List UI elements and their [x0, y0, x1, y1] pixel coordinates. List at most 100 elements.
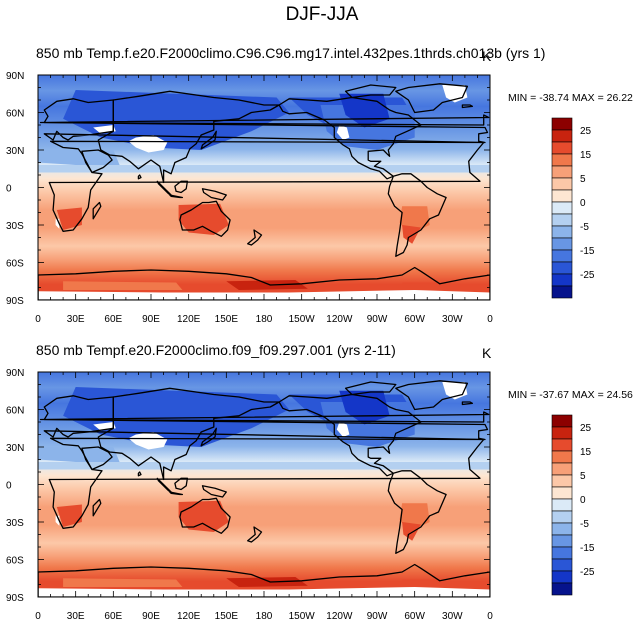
warm-anomaly-region — [56, 207, 82, 230]
colorbar-swatch — [551, 201, 573, 215]
colorbar-label: -15 — [580, 543, 595, 554]
colorbar-swatch — [551, 582, 573, 596]
lon-tick-label: 60W — [404, 314, 425, 325]
min-max-label: MIN = -38.74 MAX = 26.22 — [508, 92, 633, 104]
colorbar-swatch — [551, 117, 573, 131]
lon-tick-label: 0 — [35, 314, 41, 325]
warm-anomaly-region — [63, 578, 183, 587]
coastline-africa — [48, 437, 485, 529]
colorbar-swatch — [551, 558, 573, 572]
colorbar-label: 5 — [580, 174, 586, 185]
warm-anomaly-region — [402, 225, 421, 244]
cold-anomaly-region — [38, 150, 120, 165]
coastline-australia — [179, 200, 231, 237]
lat-tick-label: 0 — [6, 481, 12, 492]
lon-tick-label: 60W — [404, 611, 425, 622]
coastline-borneo — [174, 477, 189, 491]
tick-marks — [37, 74, 491, 301]
coastline-asia — [97, 90, 280, 184]
coastline-japan — [200, 427, 217, 447]
coastline-uk — [39, 411, 490, 423]
colorbar-label: 5 — [580, 471, 586, 482]
colorbar-swatch — [551, 213, 573, 227]
map-plot: 90N 60N 30N 0 30S 60S 90S 0 30E 60E 90E 120E 150E 180… — [6, 368, 493, 622]
coastline-arctic-islands — [344, 84, 397, 99]
cold-anomaly-region — [38, 447, 120, 462]
coastline-samerica — [387, 173, 447, 257]
map-plot: 90N 60N 30N 0 30S 60S 90S 0 30E 60E 90E 120E 150E 180… — [6, 71, 493, 325]
colorbar-swatch — [551, 426, 573, 440]
colorbar-swatch — [551, 414, 573, 428]
masked-region — [128, 135, 168, 153]
coastline-namerica — [278, 393, 422, 477]
lon-tick-label: 180 — [256, 611, 273, 622]
colorbar-swatch — [551, 177, 573, 191]
lon-tick-label: 120W — [326, 611, 353, 622]
lat-tick-label: 30N — [6, 443, 24, 454]
coastline-asia — [97, 387, 280, 481]
lon-tick-label: 90W — [367, 314, 388, 325]
coastline-sumatra — [156, 180, 172, 196]
coastline-newguinea — [201, 485, 227, 498]
coastline-iceland — [461, 401, 474, 406]
coastline-africa — [48, 140, 485, 232]
colorbar-label: -5 — [580, 222, 589, 233]
warm-anomaly-region — [178, 203, 229, 235]
coastline-borneo — [174, 180, 189, 194]
warm-anomaly-region — [402, 522, 421, 541]
colorbar-swatch — [551, 189, 573, 203]
map-field — [38, 75, 490, 300]
lat-tick-label: 60S — [6, 259, 24, 270]
colorbar-swatch — [551, 273, 573, 287]
coastline-nz — [247, 526, 263, 543]
warm-anomaly-region — [402, 579, 447, 587]
colorbar-swatch — [551, 225, 573, 239]
coastline-antarctica — [38, 563, 490, 597]
lat-tick-label: 30N — [6, 146, 24, 157]
warm-anomaly-region — [402, 282, 447, 290]
colorbar-swatch — [551, 534, 573, 548]
tick-marks — [37, 371, 491, 598]
coastline-java — [169, 491, 184, 496]
coastline-nz — [247, 229, 263, 246]
masked-region — [336, 125, 350, 140]
colorbar-label: 25 — [580, 423, 592, 434]
coastline-japan — [200, 130, 217, 150]
lon-tick-label: 120E — [177, 611, 201, 622]
coastline-uk — [39, 114, 490, 126]
coastline-india-sri — [137, 174, 142, 180]
coastline-java — [169, 194, 184, 199]
lon-tick-label: 90W — [367, 611, 388, 622]
lon-tick-label: 0 — [35, 611, 41, 622]
map-panel-bottom: 850 mb Tempf.e20.F2000climo.f09_f09.297.… — [0, 335, 644, 635]
coastline-namerica — [278, 96, 422, 180]
coastline-greenland — [395, 380, 469, 411]
colorbar-swatch — [551, 129, 573, 143]
colorbar-swatch — [551, 141, 573, 155]
units-label: K — [482, 48, 492, 64]
lon-tick-label: 60E — [104, 314, 122, 325]
lon-tick-label: 150W — [289, 611, 316, 622]
colorbar-swatch — [551, 510, 573, 524]
coastline-india-sri — [137, 471, 142, 477]
warm-anomaly-region — [56, 504, 82, 527]
map-field — [38, 372, 490, 597]
colorbar-swatch — [551, 165, 573, 179]
coastline-samerica — [387, 470, 447, 554]
panel-title: 850 mb Tempf.e20.F2000climo.f09_f09.297.… — [36, 342, 396, 358]
lat-tick-label: 90N — [6, 71, 24, 82]
panel-title: 850 mb Temp.f.e20.F2000climo.C96.C96.mg1… — [36, 45, 546, 61]
colorbar-swatch — [551, 486, 573, 500]
lat-tick-label: 30S — [6, 518, 24, 529]
lon-tick-label: 30E — [67, 314, 85, 325]
lon-tick-label: 90E — [142, 314, 160, 325]
masked-region — [128, 432, 168, 450]
colorbar-swatch — [551, 498, 573, 512]
lon-tick-label: 150E — [215, 314, 239, 325]
lat-tick-label: 60N — [6, 406, 24, 417]
colorbar-label: 25 — [580, 126, 592, 137]
lon-tick-label: 120E — [177, 314, 201, 325]
colorbar-swatch — [551, 261, 573, 275]
lat-tick-label: 90S — [6, 296, 24, 307]
warm-anomaly-region — [226, 280, 308, 290]
